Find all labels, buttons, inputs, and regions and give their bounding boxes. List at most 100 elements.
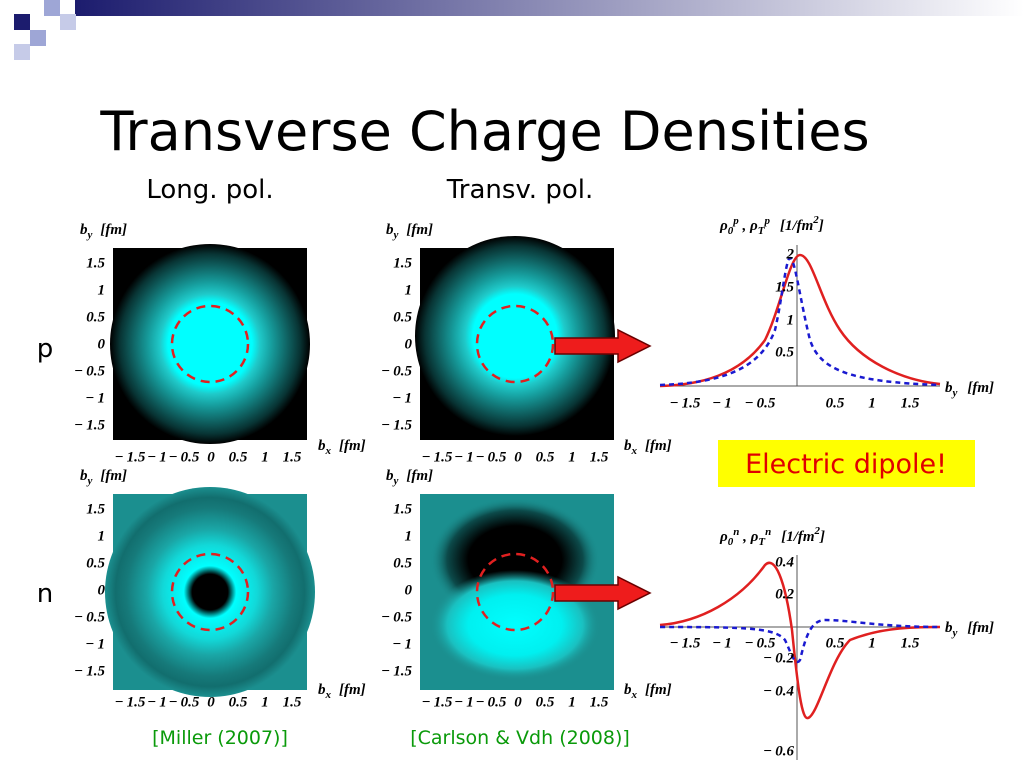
x-tick-label: − 1 [712, 395, 732, 411]
x-tick-label: 0.5 [229, 694, 248, 710]
axis-label: by [fm] [80, 468, 127, 487]
y-tick-label: − 0.4 [763, 683, 794, 699]
y-tick-label: − 1 [392, 636, 412, 652]
y-tick-label: 0 [98, 336, 106, 352]
axis-label: bx [fm] [318, 438, 366, 457]
x-tick-label: − 0.5 [476, 449, 507, 465]
axis-label: by [fm] [386, 468, 433, 487]
x-tick-label: − 1.5 [115, 449, 146, 465]
x-tick-label: 1 [261, 694, 269, 710]
y-tick-label: 0.5 [775, 344, 794, 360]
x-tick-label: − 1 [712, 635, 732, 651]
y-tick-label: 0 [98, 582, 106, 598]
y-tick-label: − 1 [392, 390, 412, 406]
x-tick-label: 0 [207, 449, 215, 465]
x-tick-label: 1.5 [901, 395, 920, 411]
y-tick-label: − 0.2 [763, 650, 794, 666]
x-tick-label: − 1 [147, 694, 167, 710]
x-tick-label: 1 [868, 635, 876, 651]
y-tick-label: 1.5 [393, 255, 412, 271]
x-tick-label: − 1.5 [422, 694, 453, 710]
axis-label: bx [fm] [318, 682, 366, 701]
y-tick-label: 1 [405, 528, 413, 544]
x-tick-label: 1.5 [590, 449, 609, 465]
x-tick-label: 1.5 [283, 449, 302, 465]
y-tick-label: − 0.5 [74, 609, 105, 625]
x-tick-label: 1 [568, 694, 576, 710]
column-label: Long. pol. [146, 175, 273, 205]
x-tick-label: 0 [207, 694, 215, 710]
x-tick-label: 0 [514, 449, 522, 465]
line-chart [659, 555, 941, 760]
callout: Electric dipole! [745, 449, 947, 480]
line-chart [659, 245, 941, 388]
density-plot [110, 244, 310, 444]
y-tick-label: − 0.5 [74, 363, 105, 379]
decoration [14, 0, 1024, 60]
y-tick-label: − 0.5 [381, 609, 412, 625]
x-tick-label: 1 [261, 449, 269, 465]
y-tick-label: 1 [98, 282, 106, 298]
y-tick-label: 0.5 [393, 555, 412, 571]
x-tick-label: − 1.5 [422, 449, 453, 465]
x-tick-label: 0.5 [536, 449, 555, 465]
density-plot [420, 494, 614, 690]
x-tick-label: 0.5 [826, 395, 845, 411]
y-tick-label: 0.4 [775, 554, 794, 570]
y-tick-label: 1.5 [775, 279, 794, 295]
y-tick-label: 0.5 [86, 309, 105, 325]
axis-label: by [fm] [80, 222, 127, 241]
y-tick-label: 2 [786, 246, 795, 262]
x-tick-label: − 0.5 [169, 694, 200, 710]
x-tick-label: − 0.5 [745, 635, 776, 651]
x-tick-label: − 1.5 [670, 395, 701, 411]
callout-box [718, 440, 975, 487]
x-tick-label: − 1.5 [115, 694, 146, 710]
axis-label: bx [fm] [624, 682, 672, 701]
density-plot [415, 236, 615, 440]
row-label: n [37, 579, 53, 609]
row-label: p [37, 334, 54, 364]
x-tick-label: 1 [568, 449, 576, 465]
y-tick-label: 0.5 [393, 309, 412, 325]
x-tick-label: 1.5 [283, 694, 302, 710]
axis-label: by [fm] [386, 222, 433, 241]
y-tick-label: 0 [405, 582, 413, 598]
y-tick-label: − 1 [85, 390, 105, 406]
column-label: Transv. pol. [446, 175, 594, 205]
x-tick-label: 0.5 [536, 694, 555, 710]
x-tick-label: − 1.5 [670, 635, 701, 651]
y-tick-label: 1 [405, 282, 413, 298]
y-tick-label: 0 [405, 336, 413, 352]
x-tick-label: − 1 [454, 694, 474, 710]
y-tick-label: − 1.5 [381, 663, 412, 679]
y-tick-label: 1 [787, 312, 795, 328]
y-tick-label: 0.2 [775, 586, 794, 602]
x-tick-label: 0 [514, 694, 522, 710]
y-tick-label: 1 [98, 528, 106, 544]
x-tick-label: − 0.5 [745, 395, 776, 411]
y-tick-label: − 1 [85, 636, 105, 652]
y-tick-label: − 0.6 [763, 743, 794, 759]
x-tick-label: − 1 [147, 449, 167, 465]
y-tick-label: 0.5 [86, 555, 105, 571]
axis-label: by [fm] [945, 380, 994, 399]
axis-label: by [fm] [945, 620, 994, 639]
x-tick-label: − 0.5 [169, 449, 200, 465]
x-tick-label: 0.5 [826, 635, 845, 651]
axis-label: bx [fm] [624, 438, 672, 457]
y-tick-label: − 1.5 [74, 417, 105, 433]
x-tick-label: 1.5 [590, 694, 609, 710]
citation: [Miller (2007)] [152, 727, 288, 749]
y-tick-label: − 1.5 [381, 417, 412, 433]
x-tick-label: − 0.5 [476, 694, 507, 710]
y-tick-label: 1.5 [86, 501, 105, 517]
y-tick-label: 1.5 [86, 255, 105, 271]
x-tick-label: 0.5 [229, 449, 248, 465]
citation: [Carlson & Vdh (2008)] [410, 727, 630, 749]
arrow [554, 328, 652, 611]
title: Transverse Charge Densities [99, 100, 869, 163]
x-tick-label: − 1 [454, 449, 474, 465]
axis-label: ρ0n , ρTn [1/fm2] [719, 525, 825, 548]
